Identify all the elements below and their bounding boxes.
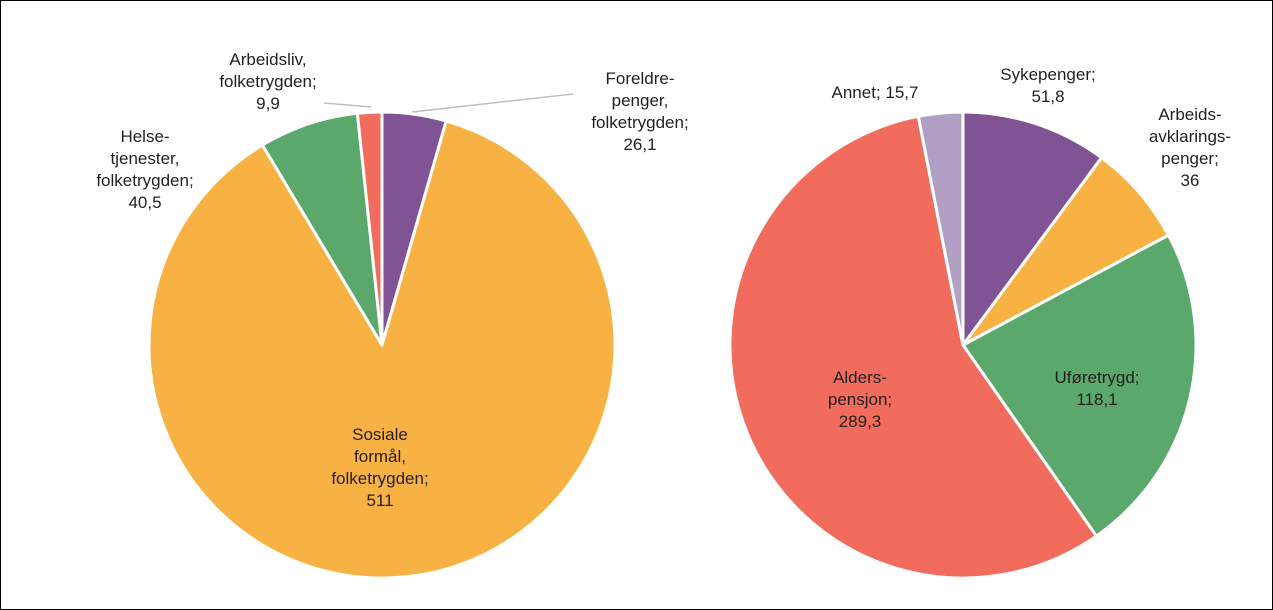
pie-1-label-1: Arbeids-avklarings-penger; 36 <box>1149 105 1231 190</box>
pie-0-label-1: Sosiale formål, folketrygden; 511 <box>331 425 428 510</box>
pie-1-slice-4 <box>916 110 965 347</box>
pie-0-slice-3 <box>355 110 384 347</box>
pie-0-leader-3 <box>323 102 372 108</box>
pie-1-label-0: Sykepenger; 51,8 <box>1000 65 1095 106</box>
pie-0-label-0: Foreldre-penger, folketrygden; 26,1 <box>591 69 688 154</box>
pie-0-label-2: Helse-tjenester, folketrygden; 40,5 <box>96 127 193 212</box>
pie-0-slice-1 <box>147 119 617 580</box>
pie-1-label-3: Alders-pensjon; 289,3 <box>828 368 892 431</box>
pie-1-slice-1 <box>961 156 1170 347</box>
pie-1-slice-2 <box>961 233 1198 538</box>
pie-1-label-4: Annet; 15,7 <box>832 83 919 102</box>
pie-0-leader-0 <box>411 93 574 113</box>
pie-chart-right: Sykepenger; 51,8 Arbeids-avklarings-penger… <box>728 65 1231 580</box>
pie-0-label-3: Arbeidsliv, folketrygden; 9,9 <box>219 50 316 113</box>
pie-1-label-2: Uføretrygd; 118,1 <box>1054 368 1139 409</box>
pie-1-slice-0 <box>961 110 1104 347</box>
pie-1-slice-3 <box>728 114 1098 580</box>
pie-chart-left: Foreldre-penger, folketrygden; 26,1 Sosiale… <box>96 50 689 580</box>
